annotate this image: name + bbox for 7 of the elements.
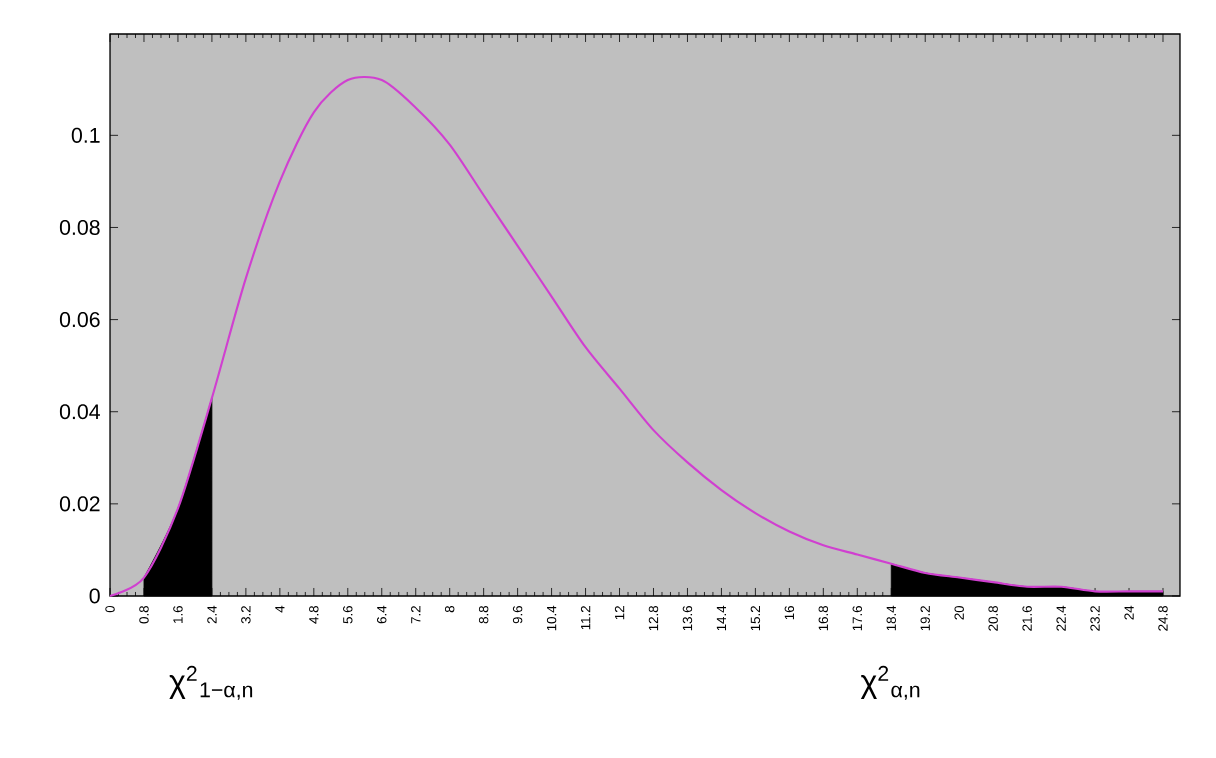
- y-tick-label: 0.06: [59, 312, 100, 328]
- y-tick-label: 0.02: [59, 496, 100, 512]
- annotation: χ$^{2}$1−α,n: [169, 665, 253, 700]
- y-tick-label: 0.1: [71, 127, 100, 143]
- annotation: χ$^{2}$α,n: [860, 665, 920, 700]
- y-tick-label: 0.08: [59, 219, 100, 236]
- y-tick-label: 0.04: [59, 404, 100, 420]
